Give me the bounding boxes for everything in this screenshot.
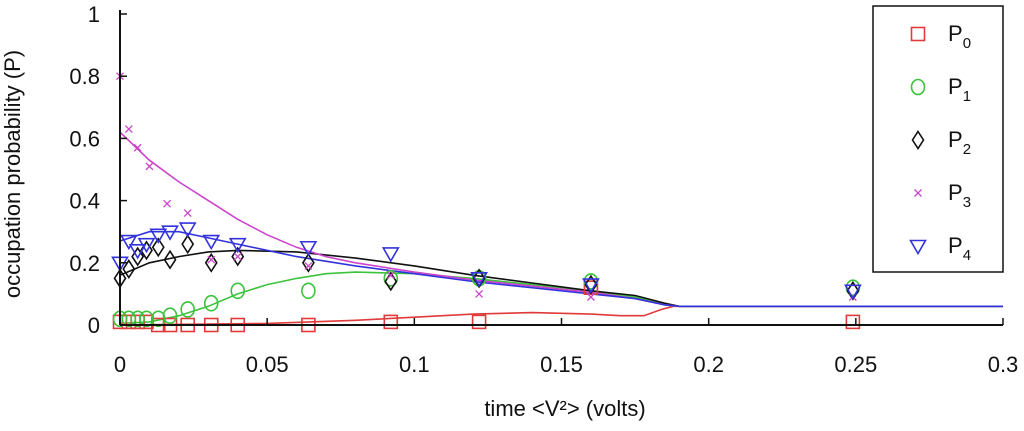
y-tick-label: 0 <box>88 313 100 338</box>
data-point-p4 <box>470 272 488 288</box>
data-point-p2 <box>122 259 136 279</box>
data-point-p4 <box>844 284 862 300</box>
x-tick-label: 0.1 <box>399 352 430 377</box>
data-point-p1 <box>180 301 195 318</box>
legend-marker-p1 <box>910 78 926 96</box>
legend-marker-p2 <box>911 130 925 150</box>
x-tick-label: 0.3 <box>988 352 1019 377</box>
data-point-p3 <box>163 199 172 208</box>
y-tick-label: 0.2 <box>69 251 100 276</box>
fit-line-p1 <box>119 271 1003 325</box>
data-point-p3 <box>304 261 313 270</box>
data-point-p3 <box>124 125 133 134</box>
data-point-p3 <box>475 289 484 298</box>
legend-subscript: 0 <box>963 35 971 52</box>
data-point-p3 <box>586 293 595 301</box>
data-point-p3 <box>386 271 395 280</box>
data-point-p1 <box>162 307 178 324</box>
data-point-p2 <box>181 234 195 255</box>
axes: 0 0.05 0.1 0.15 0.2 0.25 0.3 0 0.2 0.4 0.6 0.8 1 <box>69 2 1018 377</box>
legend-subscript: 2 <box>963 141 971 158</box>
fit-line-p4 <box>119 230 1003 308</box>
data-point-p0 <box>471 314 487 330</box>
fit-line-p2 <box>119 249 1003 308</box>
data-point-p3 <box>183 209 192 217</box>
fit-curves <box>119 131 1003 326</box>
data-point-p1 <box>230 282 246 300</box>
data-point-p3 <box>207 255 216 264</box>
fit-line-p3 <box>119 131 1003 308</box>
data-point-p0 <box>845 314 861 330</box>
data-point-p4 <box>149 228 168 244</box>
data-markers <box>111 72 862 333</box>
data-point-p2 <box>301 252 315 273</box>
data-point-p4 <box>161 225 179 241</box>
legend-subscript: 1 <box>963 88 971 105</box>
x-tick-label: 0.05 <box>246 352 289 377</box>
legend-box <box>872 5 1004 273</box>
data-point-p4 <box>299 240 318 257</box>
data-point-p2 <box>131 246 145 267</box>
data-point-p1 <box>139 310 154 328</box>
y-tick-label: 0.8 <box>69 64 100 89</box>
x-tick-label: 0.2 <box>693 352 724 377</box>
x-tick-label: 0.25 <box>834 352 877 377</box>
data-point-p4 <box>381 247 400 263</box>
legend-marker-p4 <box>909 239 927 256</box>
data-point-p1 <box>130 310 145 328</box>
data-point-p2 <box>204 252 218 273</box>
y-tick-label: 0.6 <box>69 126 100 151</box>
data-point-p0 <box>383 314 399 330</box>
data-point-p4 <box>128 244 147 260</box>
data-point-p4 <box>137 237 156 254</box>
data-point-p4 <box>119 234 138 251</box>
data-point-p2 <box>151 237 165 258</box>
fit-line-p0 <box>119 305 1003 326</box>
y-axis-title: occupation probability (P) <box>0 50 25 298</box>
data-point-p2 <box>384 271 398 292</box>
data-point-p4 <box>228 237 247 254</box>
legend-subscript: 3 <box>963 194 971 211</box>
data-point-p4 <box>202 234 221 251</box>
data-point-p1 <box>301 282 316 300</box>
x-tick-label: 0.15 <box>540 352 583 377</box>
x-axis-title: time <V²> (volts) <box>484 396 645 421</box>
data-point-p4 <box>582 278 600 294</box>
data-point-p2 <box>163 249 177 270</box>
data-point-p1 <box>203 294 219 312</box>
data-point-p1 <box>121 310 137 328</box>
data-point-p3 <box>233 252 242 261</box>
data-point-p1 <box>383 270 399 287</box>
data-point-p3 <box>145 162 154 171</box>
legend-marker-p3 <box>914 189 922 197</box>
x-tick-label: 0 <box>114 352 126 377</box>
y-tick-label: 0.4 <box>69 189 100 214</box>
legend-subscript: 4 <box>963 247 971 264</box>
y-tick-label: 1 <box>88 2 100 27</box>
data-point-p4 <box>178 222 197 238</box>
data-point-p3 <box>133 143 142 152</box>
legend-marker-p0 <box>910 26 926 42</box>
